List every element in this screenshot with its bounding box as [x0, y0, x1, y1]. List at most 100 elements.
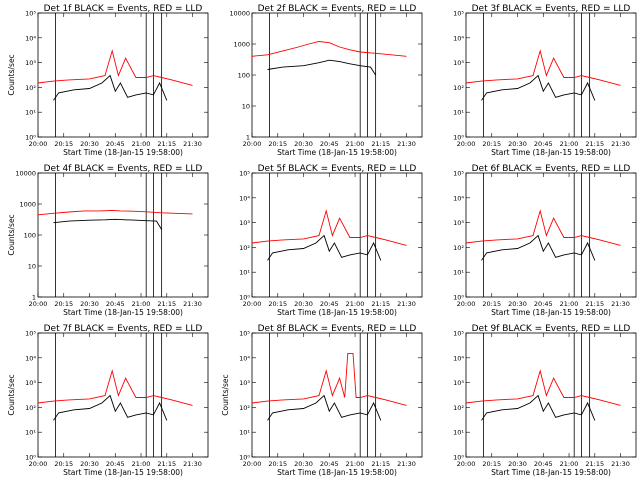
x-tick-label: 21:15	[157, 460, 176, 468]
x-tick-label: 21:15	[585, 460, 604, 468]
panel-det-3: Det 3f BLACK = Events, RED = LLD 20:00 20:…	[453, 4, 637, 157]
x-tick-label: 21:00	[132, 300, 151, 308]
y-tick-label: 10¹	[239, 429, 250, 437]
y-tick-label: 10⁴	[453, 34, 464, 42]
y-tick-label: 10⁴	[239, 354, 250, 362]
y-tick-label: 10⁵	[239, 330, 250, 338]
x-tick-label: 21:15	[585, 300, 604, 308]
y-tick-label: 10	[28, 263, 36, 271]
x-tick-label: 21:30	[397, 300, 416, 308]
x-axis-label: Start Time (18-Jan-15 19:58:00)	[63, 148, 183, 157]
x-tick-label: 20:00	[29, 460, 48, 468]
series-line-events	[481, 394, 596, 421]
x-tick-label: 20:00	[457, 140, 476, 148]
y-tick-label: 10²	[453, 84, 464, 92]
plot-frame	[251, 12, 423, 138]
y-tick-label: 10⁰	[453, 134, 464, 142]
y-axis-label: Counts/sec	[7, 214, 16, 255]
y-tick-label: 10¹	[239, 269, 250, 277]
x-tick-label: 21:30	[397, 140, 416, 148]
y-tick-label: 10²	[453, 404, 464, 412]
x-tick-label: 20:30	[80, 140, 99, 148]
x-tick-label: 21:00	[132, 140, 151, 148]
x-tick-label: 20:30	[294, 140, 313, 148]
x-tick-label: 21:30	[611, 300, 630, 308]
series-line-lld	[465, 49, 621, 86]
panel-title: Det 6f BLACK = Events, RED = LLD	[472, 164, 631, 174]
y-axis-label: Counts/sec	[221, 374, 230, 415]
x-tick-label: 20:00	[29, 300, 48, 308]
plot-frame	[251, 332, 423, 458]
x-tick-label: 20:45	[320, 300, 339, 308]
series-line-events	[53, 218, 162, 230]
y-tick-label: 10⁵	[239, 170, 250, 178]
x-tick-label: 20:15	[268, 300, 287, 308]
series-line-lld	[37, 49, 193, 86]
y-tick-label: 10³	[239, 219, 250, 227]
y-tick-label: 10000	[229, 10, 250, 18]
y-tick-label: 10¹	[453, 109, 464, 117]
panel-title: Det 3f BLACK = Events, RED = LLD	[472, 4, 631, 14]
panel-title: Det 2f BLACK = Events, RED = LLD	[258, 4, 417, 14]
y-tick-label: 10³	[453, 219, 464, 227]
panel-det-8: Det 8f BLACK = Events, RED = LLD 20:00 20:…	[221, 324, 423, 477]
y-tick-label: 10	[242, 103, 250, 111]
x-tick-label: 20:30	[294, 460, 313, 468]
x-tick-label: 20:15	[54, 140, 73, 148]
y-axis-label: Counts/sec	[7, 374, 16, 415]
series-line-lld	[251, 209, 407, 246]
x-tick-label: 20:15	[482, 300, 501, 308]
x-axis-label: Start Time (18-Jan-15 19:58:00)	[491, 308, 611, 317]
x-tick-label: 21:30	[611, 460, 630, 468]
y-tick-label: 10⁴	[453, 194, 464, 202]
y-tick-label: 10⁰	[239, 454, 250, 462]
series-line-events	[267, 234, 382, 261]
x-tick-label: 20:30	[508, 140, 527, 148]
x-axis-label: Start Time (18-Jan-15 19:58:00)	[63, 468, 183, 477]
y-tick-label: 10²	[239, 244, 250, 252]
y-axis-label: Counts/sec	[7, 54, 16, 95]
series-line-events	[53, 394, 168, 421]
y-tick-label: 10⁰	[453, 294, 464, 302]
plot-frame	[37, 172, 209, 298]
y-tick-label: 100	[24, 232, 36, 240]
x-tick-label: 20:30	[508, 460, 527, 468]
y-tick-label: 10²	[25, 404, 36, 412]
x-tick-label: 20:00	[457, 460, 476, 468]
x-tick-label: 20:45	[320, 460, 339, 468]
y-tick-label: 10³	[25, 59, 36, 67]
plot-frame	[465, 12, 637, 138]
x-tick-label: 20:00	[243, 300, 262, 308]
x-tick-label: 21:15	[371, 460, 390, 468]
x-axis-label: Start Time (18-Jan-15 19:58:00)	[491, 468, 611, 477]
panel-det-7: Det 7f BLACK = Events, RED = LLD 20:00 20:…	[7, 324, 209, 477]
y-tick-label: 10⁵	[25, 10, 36, 18]
x-tick-label: 21:15	[371, 140, 390, 148]
x-tick-label: 20:30	[80, 460, 99, 468]
x-tick-label: 21:30	[611, 140, 630, 148]
panel-title: Det 8f BLACK = Events, RED = LLD	[258, 324, 417, 334]
x-tick-label: 20:30	[80, 300, 99, 308]
x-axis-label: Start Time (18-Jan-15 19:58:00)	[277, 468, 397, 477]
plot-frame	[251, 172, 423, 298]
y-tick-label: 10³	[453, 379, 464, 387]
y-tick-label: 10⁵	[453, 170, 464, 178]
x-tick-label: 20:15	[482, 140, 501, 148]
panel-title: Det 9f BLACK = Events, RED = LLD	[472, 324, 631, 334]
y-tick-label: 10³	[239, 379, 250, 387]
panel-det-5: Det 5f BLACK = Events, RED = LLD 20:00 20:…	[239, 164, 423, 317]
x-tick-label: 21:30	[183, 140, 202, 148]
y-tick-label: 10⁰	[25, 134, 36, 142]
x-tick-label: 20:45	[534, 140, 553, 148]
y-tick-label: 1000	[233, 41, 250, 49]
x-tick-label: 21:15	[157, 300, 176, 308]
panel-title: Det 5f BLACK = Events, RED = LLD	[258, 164, 417, 174]
x-tick-label: 20:15	[54, 460, 73, 468]
y-tick-label: 1000	[19, 201, 36, 209]
y-tick-label: 10000	[15, 170, 36, 178]
y-tick-label: 10⁰	[453, 454, 464, 462]
x-tick-label: 21:15	[157, 140, 176, 148]
x-tick-label: 20:30	[294, 300, 313, 308]
x-tick-label: 21:30	[397, 460, 416, 468]
